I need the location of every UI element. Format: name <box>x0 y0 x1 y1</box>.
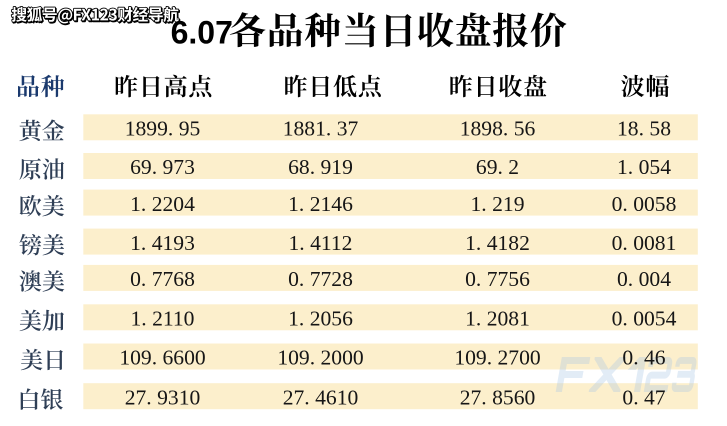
svg-text:1. 2204: 1. 2204 <box>130 192 195 216</box>
svg-text:109. 2000: 109. 2000 <box>277 346 363 370</box>
svg-text:0. 004: 0. 004 <box>617 267 671 291</box>
svg-text:69. 973: 69. 973 <box>130 155 195 179</box>
svg-text:109. 2700: 109. 2700 <box>454 346 540 370</box>
svg-text:1. 2056: 1. 2056 <box>288 307 353 331</box>
svg-text:0. 7728: 0. 7728 <box>288 267 353 291</box>
svg-text:1. 2146: 1. 2146 <box>288 192 353 216</box>
svg-text:1898. 56: 1898. 56 <box>460 117 536 141</box>
svg-text:6.07: 6.07 <box>171 14 233 50</box>
svg-text:109. 6600: 109. 6600 <box>119 346 205 370</box>
svg-text:1. 2081: 1. 2081 <box>465 307 530 331</box>
svg-text:0. 0054: 0. 0054 <box>612 307 677 331</box>
svg-text:1. 219: 1. 219 <box>471 192 525 216</box>
svg-text:1. 054: 1. 054 <box>617 155 671 179</box>
svg-text:68. 919: 68. 919 <box>288 155 353 179</box>
svg-text:0. 7768: 0. 7768 <box>130 267 195 291</box>
svg-text:1. 2110: 1. 2110 <box>131 307 195 331</box>
svg-text:1899. 95: 1899. 95 <box>125 117 201 141</box>
svg-text:0. 46: 0. 46 <box>622 346 665 370</box>
svg-text:0. 47: 0. 47 <box>622 385 665 409</box>
svg-text:27. 4610: 27. 4610 <box>283 385 359 409</box>
svg-text:69. 2: 69. 2 <box>476 155 519 179</box>
svg-text:27. 8560: 27. 8560 <box>460 385 536 409</box>
svg-text:1881. 37: 1881. 37 <box>283 117 359 141</box>
svg-text:18. 58: 18. 58 <box>617 117 671 141</box>
svg-text:1. 4182: 1. 4182 <box>465 231 530 255</box>
svg-text:1. 4112: 1. 4112 <box>289 231 353 255</box>
svg-text:0. 0058: 0. 0058 <box>612 192 677 216</box>
svg-text:0. 0081: 0. 0081 <box>612 231 677 255</box>
svg-text:0. 7756: 0. 7756 <box>465 267 530 291</box>
svg-text:27. 9310: 27. 9310 <box>125 385 201 409</box>
svg-text:1. 4193: 1. 4193 <box>130 231 195 255</box>
